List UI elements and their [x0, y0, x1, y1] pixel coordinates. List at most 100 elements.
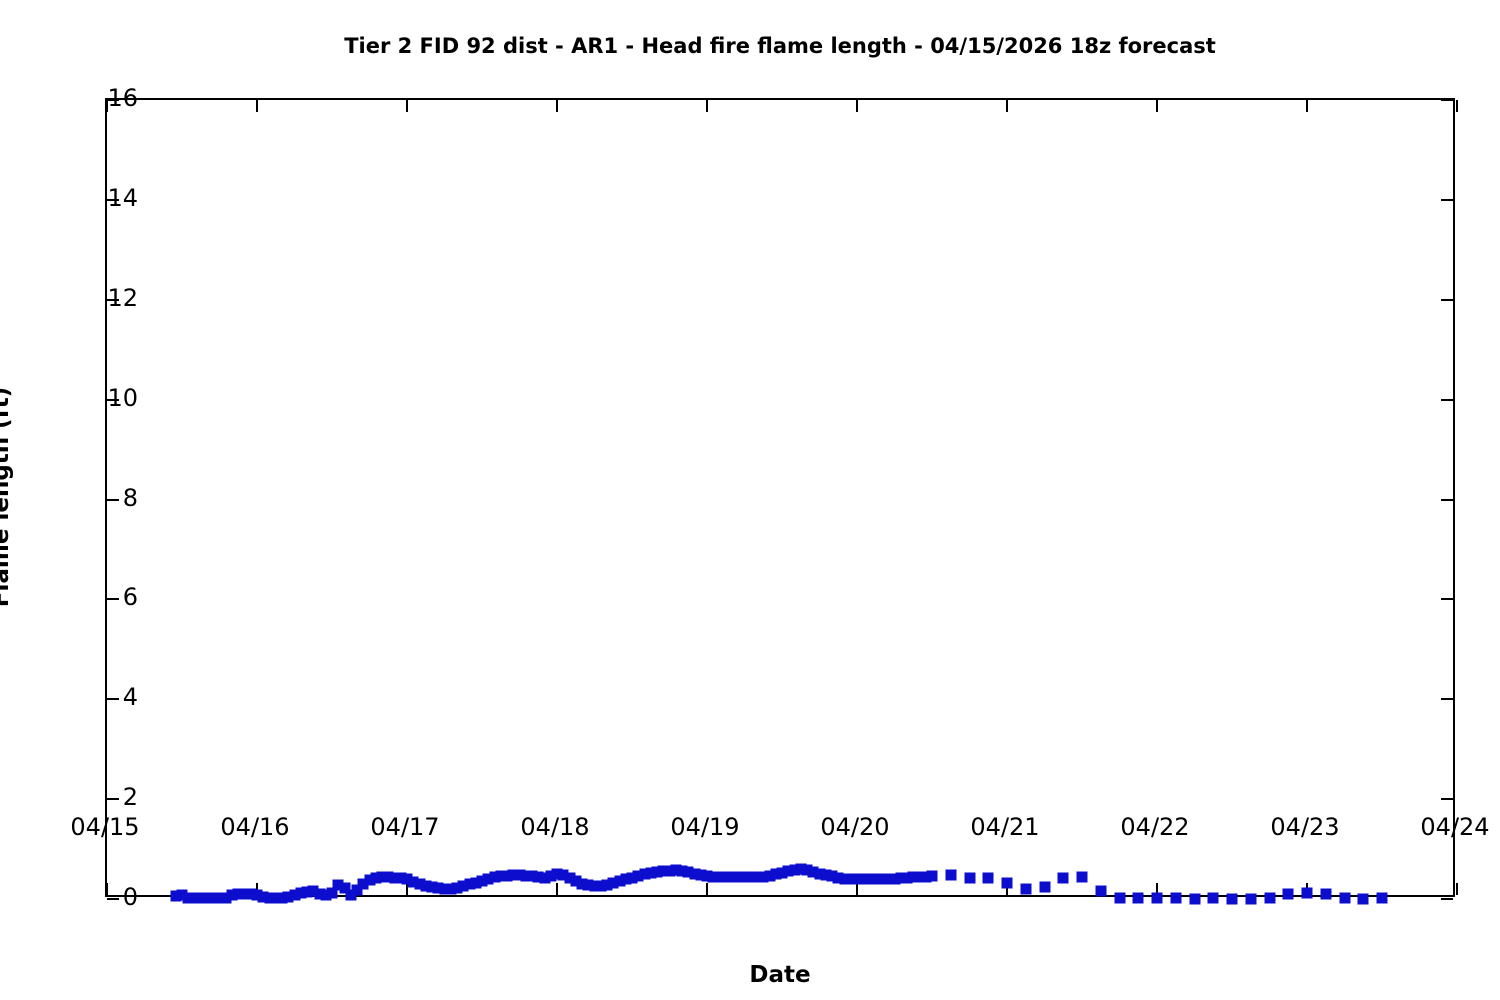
x-tick-mark: [556, 100, 558, 112]
x-tick-mark: [556, 883, 558, 895]
data-point-marker: [982, 872, 994, 884]
data-point-marker: [889, 873, 900, 885]
data-point-marker: [489, 871, 500, 883]
y-tick-mark: [107, 598, 119, 601]
data-point-marker: [1151, 892, 1163, 904]
y-tick-mark: [1441, 698, 1453, 701]
data-point-marker: [1357, 893, 1369, 905]
chart-title: Tier 2 FID 92 dist - AR1 - Head fire fla…: [344, 34, 1216, 58]
data-point-marker: [1057, 872, 1069, 884]
data-point-marker: [270, 892, 282, 903]
x-tick-mark: [256, 100, 258, 112]
x-tick-mark: [106, 883, 108, 895]
data-point-marker: [476, 875, 488, 887]
x-axis-title: Date: [749, 962, 811, 988]
data-point-marker: [795, 863, 807, 875]
data-point-marker: [407, 876, 419, 888]
data-point-marker: [1039, 881, 1050, 893]
data-point-marker: [226, 889, 238, 901]
data-point-marker: [339, 882, 350, 894]
data-point-marker: [307, 885, 319, 897]
y-tick-mark: [107, 798, 119, 801]
data-point-marker: [770, 868, 782, 880]
data-point-marker: [882, 873, 894, 885]
data-point-marker: [501, 870, 513, 882]
data-point-marker: [570, 875, 582, 887]
data-point-marker: [326, 887, 338, 899]
data-point-marker: [1339, 892, 1350, 904]
data-point-marker: [239, 888, 250, 900]
y-tick-mark: [1441, 598, 1453, 601]
y-tick-mark: [1441, 498, 1453, 501]
data-point-marker: [670, 864, 682, 876]
data-point-marker: [1301, 887, 1313, 899]
data-point-marker: [207, 892, 219, 904]
y-tick-label: 6: [122, 583, 138, 612]
x-tick-mark: [1006, 100, 1008, 112]
data-point-marker: [657, 865, 669, 877]
x-tick-label: 04/16: [220, 813, 290, 841]
data-point-marker: [451, 882, 463, 894]
y-tick-label: 4: [122, 683, 138, 712]
data-point-marker: [907, 871, 919, 883]
data-point-marker: [1245, 893, 1257, 905]
y-tick-mark: [107, 298, 119, 301]
x-tick-mark: [706, 100, 708, 112]
data-point-marker: [964, 872, 975, 884]
y-tick-label: 8: [122, 483, 138, 512]
data-point-marker: [445, 883, 457, 895]
data-point-marker: [832, 872, 844, 884]
data-point-marker: [195, 892, 207, 904]
data-point-marker: [820, 869, 832, 881]
data-point-marker: [576, 878, 588, 890]
x-tick-mark: [1006, 883, 1008, 895]
data-point-marker: [264, 892, 275, 903]
data-point-marker: [876, 873, 888, 885]
x-tick-label: 04/19: [670, 813, 740, 841]
data-point-marker: [751, 871, 763, 883]
data-point-marker: [776, 867, 788, 879]
data-point-marker: [282, 891, 294, 903]
data-point-marker: [182, 892, 194, 903]
x-tick-mark: [106, 100, 108, 112]
data-point-marker: [626, 872, 638, 884]
data-point-marker: [1170, 892, 1182, 904]
data-point-marker: [276, 892, 288, 903]
data-point-marker: [214, 892, 225, 904]
data-point-marker: [926, 870, 938, 882]
data-point-marker: [357, 878, 369, 890]
data-point-marker: [520, 870, 532, 882]
data-point-marker: [945, 869, 957, 881]
data-point-marker: [764, 870, 775, 882]
data-point-marker: [714, 871, 725, 883]
data-point-marker: [620, 873, 632, 885]
data-point-marker: [645, 867, 657, 879]
data-point-marker: [382, 871, 394, 883]
data-point-marker: [557, 869, 569, 881]
data-point-marker: [351, 884, 363, 896]
data-point-marker: [789, 864, 800, 876]
y-tick-mark: [107, 898, 119, 900]
data-point-marker: [1001, 877, 1013, 889]
data-point-marker: [920, 871, 932, 883]
data-point-marker: [595, 880, 607, 892]
y-tick-mark: [1441, 99, 1453, 101]
y-tick-mark: [107, 398, 119, 401]
data-point-marker: [507, 869, 519, 881]
y-tick-mark: [107, 99, 119, 101]
x-tick-mark: [1456, 100, 1458, 112]
x-tick-label: 04/23: [1270, 813, 1340, 841]
x-tick-mark: [1156, 883, 1158, 895]
data-point-marker: [801, 864, 813, 876]
data-point-marker: [320, 889, 332, 901]
y-tick-mark: [1441, 298, 1453, 301]
y-tick-label: 2: [122, 783, 138, 812]
x-tick-label: 04/22: [1120, 813, 1190, 841]
data-point-marker: [432, 882, 444, 894]
data-point-marker: [176, 889, 188, 901]
data-point-marker: [470, 877, 482, 889]
data-point-marker: [701, 870, 713, 882]
data-point-marker: [464, 878, 475, 890]
x-tick-mark: [856, 883, 858, 895]
data-point-marker: [632, 870, 644, 882]
